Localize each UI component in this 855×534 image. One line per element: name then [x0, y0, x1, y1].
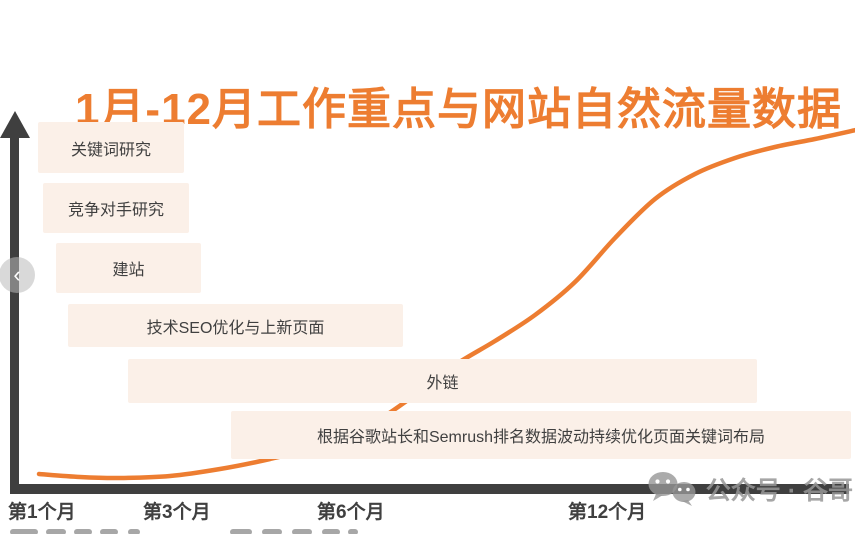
cutoff-text-fragment: [74, 529, 92, 534]
x-tick-label: 第12个月: [568, 502, 647, 523]
cutoff-text-fragment: [322, 529, 340, 534]
cutoff-text-fragment: [128, 529, 140, 534]
work-focus-annotation: 技术SEO优化与上新页面: [68, 304, 403, 347]
work-focus-annotation: 根据谷歌站长和Semrush排名数据波动持续优化页面关键词布局: [231, 411, 851, 459]
cutoff-text-fragment: [348, 529, 358, 534]
x-axis-line: [10, 484, 849, 494]
x-tick-label: 第6个月: [317, 502, 385, 523]
watermark-text: 公众号 · 谷哥: [705, 477, 853, 505]
x-tick-label: 第3个月: [143, 502, 211, 523]
x-tick-label: 第1个月: [8, 502, 76, 523]
cutoff-text-fragment: [262, 529, 282, 534]
cutoff-text-fragment: [292, 529, 312, 534]
work-focus-annotation: 竞争对手研究: [43, 183, 189, 233]
cutoff-text-fragment: [46, 529, 66, 534]
y-axis-line: [10, 136, 19, 493]
watermark: 公众号 · 谷哥: [647, 471, 853, 507]
y-axis-arrowhead-icon: [0, 111, 30, 138]
wechat-icon: [648, 472, 696, 506]
work-focus-annotation: 关键词研究: [38, 122, 184, 173]
chart-title: 1月-12月工作重点与网站自然流量数据: [74, 85, 843, 135]
cutoff-text-fragment: [100, 529, 118, 534]
work-focus-annotation: 外链: [128, 359, 757, 403]
cutoff-text-fragment: [10, 529, 38, 534]
previous-slide-button[interactable]: ‹: [0, 257, 35, 293]
traffic-line: [36, 127, 855, 481]
chevron-left-icon: ‹: [13, 262, 21, 287]
cutoff-text-fragment: [230, 529, 252, 534]
work-focus-annotation: 建站: [56, 243, 201, 293]
